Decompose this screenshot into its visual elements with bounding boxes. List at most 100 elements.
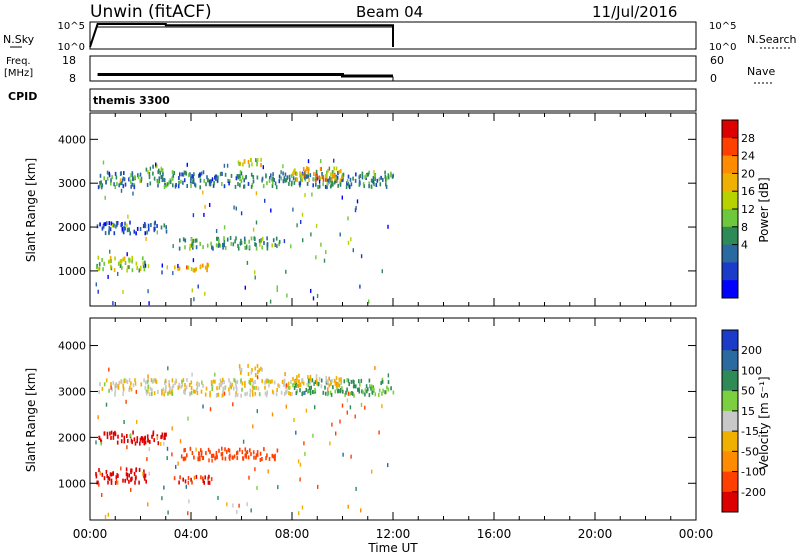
colorbar-segment [722, 191, 738, 210]
echo-cell [364, 388, 367, 393]
echo-cell [148, 471, 150, 476]
echo-cell [190, 386, 193, 390]
echo-cell [144, 385, 147, 390]
echo-cell [179, 439, 182, 444]
echo-cell [186, 453, 188, 458]
echo-cell [208, 458, 210, 463]
echo-cell [202, 456, 205, 461]
echo-cell [275, 185, 278, 190]
echo-cell [149, 439, 151, 444]
echo-cell [304, 193, 306, 198]
power-heatmap-panel: 1000 2000 3000 4000 Slant Range [km] [24, 112, 697, 307]
echo-cell [237, 246, 240, 251]
echo-cell [272, 172, 274, 177]
echo-cell [184, 238, 187, 243]
colorbar-tick-label: 20 [741, 167, 755, 180]
echo-cell [265, 456, 267, 461]
echo-cell [350, 237, 352, 242]
echo-cell [253, 455, 255, 460]
echo-cell [131, 182, 133, 187]
echo-cell [341, 403, 344, 408]
echo-cell [123, 256, 126, 261]
echo-cell [387, 387, 390, 392]
echo-cell [235, 176, 238, 181]
echo-cell [366, 389, 368, 394]
echo-cell [267, 379, 270, 384]
echo-cell [284, 172, 287, 177]
echo-cell [239, 241, 242, 246]
echo-cell [215, 174, 217, 179]
echo-cell [212, 246, 214, 251]
echo-cell [302, 167, 305, 171]
echo-cell [163, 178, 166, 182]
echo-cell [98, 468, 100, 473]
echo-cell [320, 159, 322, 164]
echo-cell [165, 432, 167, 437]
time-axis-labels: 00:00 04:00 08:00 12:00 16:00 20:00 00:00 [73, 527, 714, 541]
echo-cell [282, 171, 284, 176]
echo-cell [153, 176, 156, 181]
echo-cell [307, 159, 310, 164]
echo-cell [218, 238, 220, 243]
colorbar-segment [722, 390, 738, 412]
echo-cell [308, 178, 310, 183]
echo-cell [216, 386, 218, 391]
echo-cell [297, 459, 300, 464]
echo-cell [140, 176, 143, 181]
echo-cell [349, 391, 352, 396]
echo-cell [153, 391, 156, 396]
echo-cell [97, 415, 99, 420]
echo-cell [135, 261, 138, 266]
echo-cell [264, 380, 266, 385]
echo-cell [326, 379, 328, 384]
echo-cell [310, 385, 312, 390]
echo-cell [255, 158, 257, 163]
echo-cell [144, 435, 146, 440]
freq-label-line1: Freq. [6, 56, 31, 67]
echo-cell [236, 379, 239, 384]
echo-cell [323, 258, 326, 263]
echo-cell [236, 456, 239, 461]
echo-cell [146, 183, 149, 187]
echo-cell [334, 179, 337, 184]
echo-cell [133, 437, 136, 442]
echo-cell [364, 392, 366, 397]
echo-cell [244, 285, 246, 290]
echo-cell [109, 472, 112, 477]
echo-cell [189, 392, 191, 397]
echo-cell [104, 195, 106, 200]
velocity-colorbar-label: Velocity [m s⁻¹] [757, 376, 771, 469]
echo-cell [250, 370, 253, 375]
echo-cell [107, 475, 110, 480]
echo-cell [210, 241, 212, 246]
echo-cell [199, 457, 201, 462]
echo-cell [243, 236, 246, 241]
echo-cell [242, 439, 245, 444]
echo-cell [210, 477, 213, 482]
echo-cell [237, 182, 239, 187]
colorbar-tick-label: 12 [741, 203, 755, 216]
echo-cell [283, 176, 286, 181]
echo-cell [122, 478, 124, 483]
colorbar-segment [722, 350, 738, 371]
echo-cell [288, 181, 290, 186]
echo-cell [122, 383, 124, 388]
echo-cell [177, 461, 179, 466]
echo-cell [129, 176, 131, 181]
echo-cell [150, 378, 153, 383]
echo-cell [206, 262, 209, 267]
echo-cell [304, 390, 306, 395]
echo-cell [281, 379, 284, 384]
echo-cell [127, 214, 129, 219]
echo-cell [268, 383, 270, 388]
echo-cell [340, 379, 342, 384]
echo-cell [285, 404, 287, 409]
echo-cell [147, 170, 149, 175]
echo-cell [272, 238, 275, 243]
colorbar-tick-label: -15 [741, 425, 759, 438]
echo-cell [115, 382, 118, 387]
echo-cell [222, 377, 224, 382]
freq-tick-bottom: 8 [69, 72, 76, 85]
nave-trace [97, 74, 394, 81]
echo-cell [384, 175, 387, 179]
